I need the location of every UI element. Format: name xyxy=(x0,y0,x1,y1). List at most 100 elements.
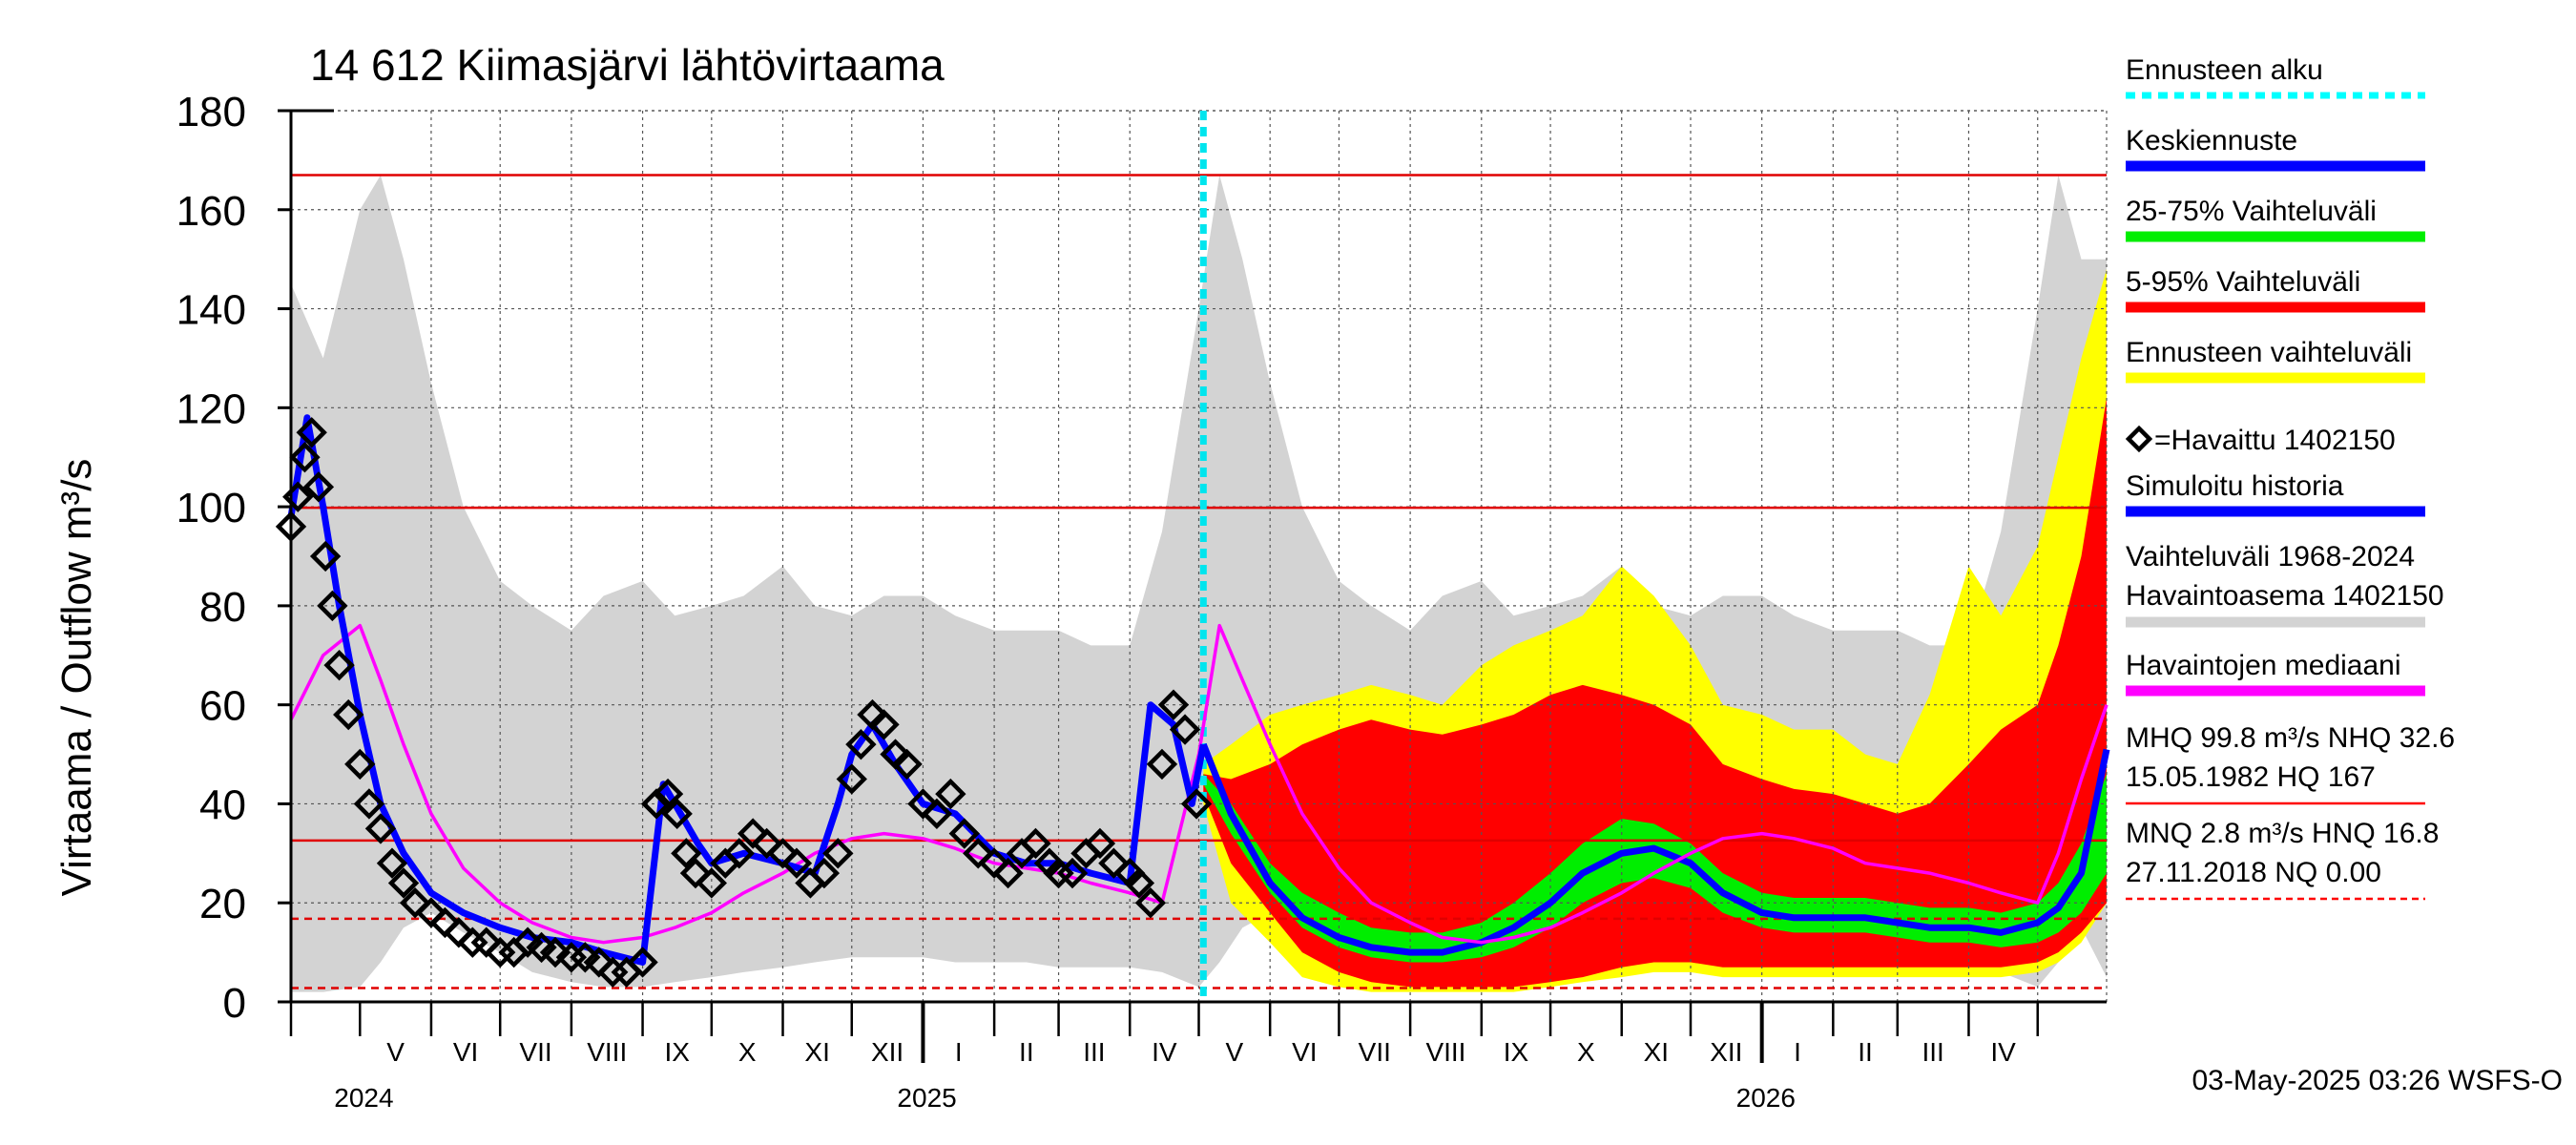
observed-point xyxy=(296,417,327,448)
observed-point xyxy=(399,887,431,919)
month-label-23: IV xyxy=(1990,1037,2016,1067)
month-label-7: XII xyxy=(871,1037,904,1067)
month-label-20: I xyxy=(1794,1037,1801,1067)
observed-point xyxy=(353,788,385,820)
observed-point xyxy=(323,649,355,681)
month-label-22: III xyxy=(1922,1037,1943,1067)
observed-point xyxy=(1098,847,1130,879)
observed-point xyxy=(627,947,658,978)
timestamp-footer: 03-May-2025 03:26 WSFS-O xyxy=(2192,1065,2564,1096)
legend-vaihteluv-li-1968-2024-label: Vaihteluväli 1968-2024 xyxy=(2126,541,2415,572)
observed-point xyxy=(1146,748,1178,781)
month-label-21: II xyxy=(1858,1037,1873,1067)
observed-point xyxy=(317,590,348,622)
legend-havaintojen-mediaani-label: Havaintojen mediaani xyxy=(2126,650,2401,681)
month-label-9: II xyxy=(1019,1037,1034,1067)
month-label-17: X xyxy=(1577,1037,1595,1067)
observed-point xyxy=(907,788,939,820)
legend-ennusteen-alku-label: Ennusteen alku xyxy=(2126,54,2323,86)
observed-point xyxy=(429,906,461,939)
legend-ennusteen-vaihteluv-li-label: Ennusteen vaihteluväli xyxy=(2126,337,2412,368)
observed-point xyxy=(1084,827,1116,860)
month-label-10: III xyxy=(1083,1037,1105,1067)
month-label-18: XI xyxy=(1644,1037,1669,1067)
legend-havaittu-1402150-swatch xyxy=(2125,425,2153,453)
month-label-14: VII xyxy=(1359,1037,1391,1067)
y-tick-label-20: 20 xyxy=(199,881,246,927)
observed-point xyxy=(415,897,447,928)
observed-point xyxy=(1123,867,1155,899)
month-label-1: VI xyxy=(453,1037,478,1067)
observed-point xyxy=(333,698,364,731)
y-tick-label-160: 160 xyxy=(177,188,246,235)
observed-point xyxy=(302,471,335,503)
chart-title: 14 612 Kiimasjärvi lähtövirtaama xyxy=(310,40,945,90)
observed-point xyxy=(978,847,1010,879)
line-havaintojen-mediaani xyxy=(289,623,2109,945)
month-label-13: VI xyxy=(1292,1037,1317,1067)
observed-point xyxy=(679,857,712,889)
observed-point xyxy=(963,838,994,869)
observed-point xyxy=(583,947,614,978)
y-tick-label-80: 80 xyxy=(199,584,246,631)
observed-point xyxy=(836,763,867,795)
month-label-16: IX xyxy=(1504,1037,1529,1067)
observed-point xyxy=(387,867,420,899)
year-label-2025: 2025 xyxy=(897,1083,956,1113)
observed-point xyxy=(935,778,966,810)
month-label-15: VIII xyxy=(1425,1037,1465,1067)
observed-point xyxy=(376,847,408,879)
legend: Ennusteen alku Keskiennuste 25-75% Vaihtel… xyxy=(2125,54,2455,901)
observed-point xyxy=(751,827,782,860)
observed-point xyxy=(891,748,923,781)
month-label-3: VIII xyxy=(587,1037,627,1067)
legend-mnq-2-8-m-s-hnq-16-8-label: MNQ 2.8 m³/s HNQ 16.8 xyxy=(2126,818,2439,849)
observed-point xyxy=(822,838,854,869)
grid-layer xyxy=(291,110,2108,1002)
month-label-12: V xyxy=(1225,1037,1243,1067)
observed-point xyxy=(652,778,684,810)
legend-keskiennuste-label: Keskiennuste xyxy=(2126,125,2297,156)
band-25-75-vaihteluv-li xyxy=(1203,774,2107,963)
year-label-2024: 2024 xyxy=(334,1083,393,1113)
band-layer xyxy=(291,175,2107,992)
legend-25-75-vaihteluv-li-label: 25-75% Vaihteluväli xyxy=(2126,196,2377,227)
observed-point xyxy=(767,838,799,869)
observed-point xyxy=(1134,887,1167,919)
observed-point xyxy=(640,788,673,820)
legend-5-95-vaihteluv-li-label: 5-95% Vaihteluväli xyxy=(2126,266,2360,298)
observed-point xyxy=(808,857,841,889)
y-tick-label-60: 60 xyxy=(199,683,246,730)
observed-point xyxy=(921,798,953,830)
legend-mhq-99-8-m-s-nhq-32-6-label-2: 15.05.1982 HQ 167 xyxy=(2126,761,2376,793)
legend-mhq-99-8-m-s-nhq-32-6-label: MHQ 99.8 m³/s NHQ 32.6 xyxy=(2126,722,2455,754)
month-label-0: V xyxy=(386,1037,405,1067)
observed-point xyxy=(344,748,376,781)
y-axis-label: Virtaama / Outflow m³/s xyxy=(53,459,100,897)
legend-havaittu-1402150-label: =Havaittu 1402150 xyxy=(2154,425,2396,456)
observed-point xyxy=(696,867,728,899)
y-tick-label-100: 100 xyxy=(177,485,246,531)
observed-point xyxy=(1169,714,1201,745)
legend-mnq-2-8-m-s-hnq-16-8-label-2: 27.11.2018 NQ 0.00 xyxy=(2126,857,2381,888)
observed-point xyxy=(364,813,397,844)
observed-markers xyxy=(275,417,1213,989)
observed-point xyxy=(868,709,900,740)
y-tick-label-120: 120 xyxy=(177,385,246,432)
observed-point xyxy=(1157,689,1190,720)
observed-point xyxy=(671,838,702,869)
y-tick-label-40: 40 xyxy=(199,781,246,828)
observed-point xyxy=(661,798,693,830)
month-label-2: VII xyxy=(519,1037,551,1067)
month-label-11: IV xyxy=(1152,1037,1177,1067)
observed-point xyxy=(845,728,877,760)
y-tick-label-180: 180 xyxy=(177,89,246,135)
observed-point xyxy=(723,838,755,869)
y-tick-label-140: 140 xyxy=(177,287,246,334)
observed-point xyxy=(309,540,342,572)
observed-point xyxy=(1180,788,1213,820)
y-tick-label-0: 0 xyxy=(223,980,246,1027)
legend-simuloitu-historia-label: Simuloitu historia xyxy=(2126,470,2344,502)
month-label-6: XI xyxy=(804,1037,829,1067)
